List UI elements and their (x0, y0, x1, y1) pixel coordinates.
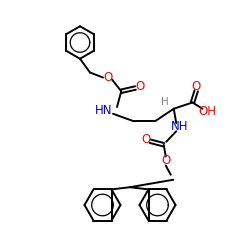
Text: O: O (141, 133, 150, 146)
Text: HN: HN (95, 104, 112, 117)
Text: O: O (161, 154, 170, 168)
Text: O: O (136, 80, 144, 93)
Text: O: O (192, 80, 201, 93)
Text: OH: OH (198, 105, 216, 118)
Text: O: O (103, 71, 112, 84)
Text: NH: NH (170, 120, 188, 133)
Text: H: H (161, 97, 169, 107)
